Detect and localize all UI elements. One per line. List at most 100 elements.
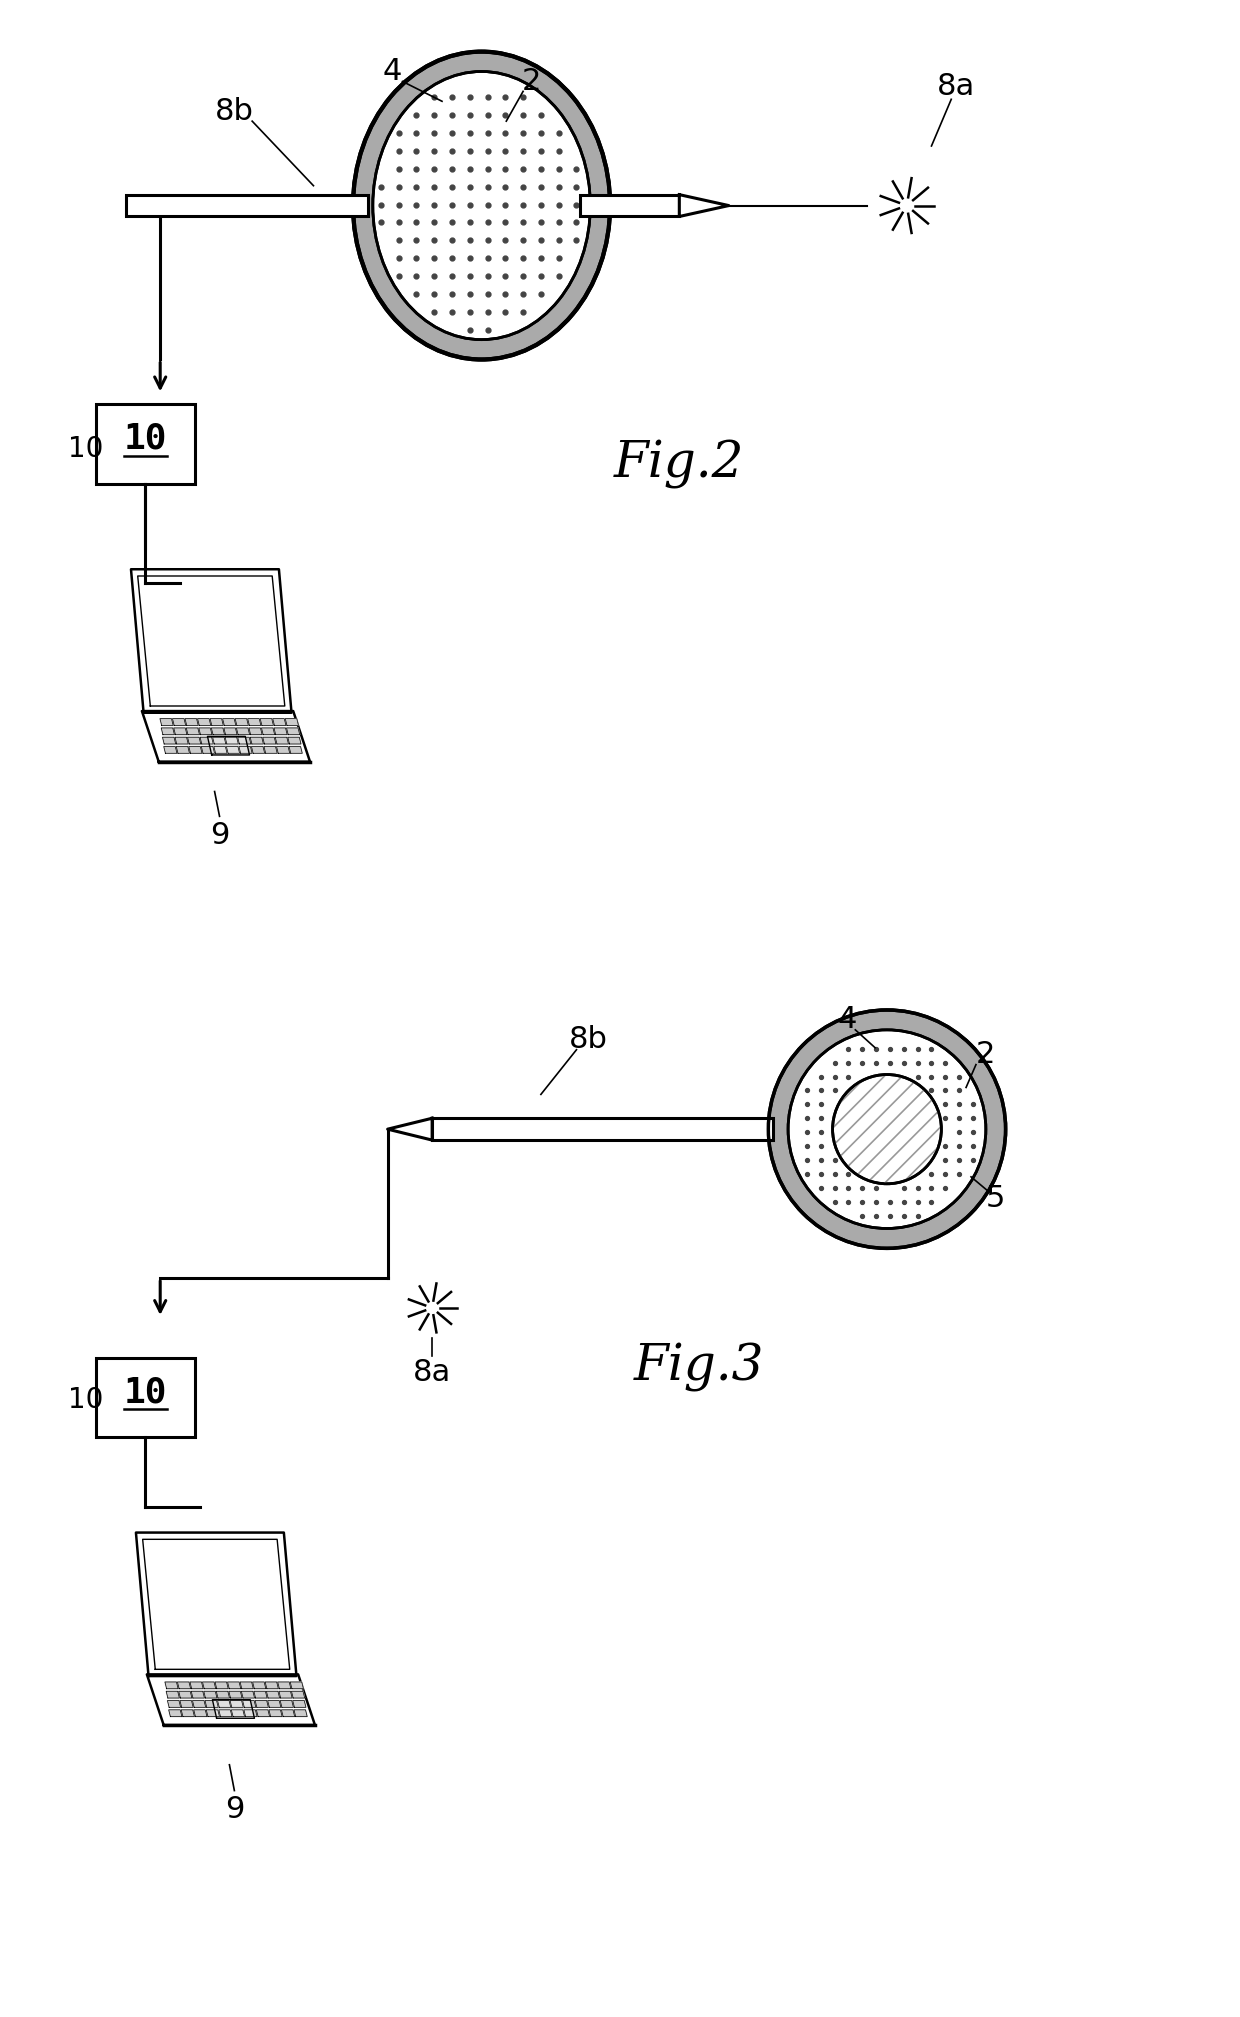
Polygon shape (188, 746, 202, 752)
Polygon shape (279, 1692, 293, 1698)
Polygon shape (190, 1682, 203, 1688)
Polygon shape (161, 728, 175, 734)
Polygon shape (267, 1692, 279, 1698)
Polygon shape (294, 1710, 308, 1716)
Text: 10: 10 (124, 1376, 167, 1410)
Polygon shape (262, 728, 275, 734)
Bar (125, 196, 368, 216)
Text: 5: 5 (986, 1184, 1006, 1212)
Polygon shape (248, 718, 260, 726)
Polygon shape (229, 1692, 242, 1698)
Polygon shape (202, 1682, 216, 1688)
Text: 8b: 8b (215, 97, 254, 125)
Text: 10: 10 (68, 436, 104, 462)
Text: 4: 4 (383, 56, 402, 87)
Polygon shape (211, 728, 224, 734)
Bar (95, 403, 195, 484)
Polygon shape (201, 746, 215, 752)
Polygon shape (226, 738, 238, 744)
Polygon shape (264, 746, 278, 752)
Polygon shape (200, 738, 213, 744)
Bar (95, 1357, 195, 1436)
Text: 4: 4 (838, 1004, 857, 1035)
Polygon shape (254, 1692, 267, 1698)
Polygon shape (293, 1700, 306, 1706)
Polygon shape (180, 1700, 193, 1706)
Polygon shape (212, 738, 226, 744)
Text: Fig.3: Fig.3 (634, 1343, 764, 1392)
Polygon shape (278, 1682, 291, 1688)
Polygon shape (160, 718, 174, 726)
Ellipse shape (789, 1031, 986, 1228)
Ellipse shape (373, 71, 590, 339)
Polygon shape (185, 718, 198, 726)
Polygon shape (206, 1710, 219, 1716)
Polygon shape (237, 728, 249, 734)
Polygon shape (162, 738, 176, 744)
Polygon shape (277, 746, 290, 752)
Polygon shape (281, 1710, 295, 1716)
Polygon shape (243, 1700, 255, 1706)
Polygon shape (187, 738, 201, 744)
Polygon shape (236, 718, 248, 726)
Polygon shape (175, 738, 188, 744)
Text: Fig.2: Fig.2 (614, 440, 744, 488)
Polygon shape (136, 1533, 296, 1676)
Polygon shape (291, 1692, 305, 1698)
Text: 8a: 8a (937, 73, 976, 101)
Polygon shape (268, 1700, 281, 1706)
Polygon shape (176, 746, 190, 752)
Polygon shape (172, 718, 186, 726)
Polygon shape (167, 1700, 181, 1706)
Polygon shape (223, 718, 236, 726)
Polygon shape (231, 1700, 243, 1706)
Polygon shape (216, 1692, 229, 1698)
Bar (432, 1117, 774, 1140)
Polygon shape (238, 738, 250, 744)
Polygon shape (227, 746, 239, 752)
Polygon shape (253, 1682, 265, 1688)
Polygon shape (289, 746, 303, 752)
Polygon shape (285, 718, 299, 726)
Polygon shape (680, 196, 729, 216)
Text: 9: 9 (224, 1795, 244, 1823)
Text: 8b: 8b (569, 1025, 608, 1055)
Polygon shape (192, 1700, 206, 1706)
Ellipse shape (832, 1075, 941, 1184)
Polygon shape (186, 728, 200, 734)
Polygon shape (181, 1710, 195, 1716)
Polygon shape (244, 1710, 257, 1716)
Polygon shape (210, 718, 223, 726)
Polygon shape (263, 738, 277, 744)
Polygon shape (232, 1710, 244, 1716)
Polygon shape (275, 738, 289, 744)
Polygon shape (217, 1700, 231, 1706)
Polygon shape (252, 746, 264, 752)
Polygon shape (213, 746, 227, 752)
Polygon shape (169, 1710, 182, 1716)
Polygon shape (177, 1682, 191, 1688)
Ellipse shape (353, 52, 610, 359)
Polygon shape (269, 1710, 283, 1716)
Text: 2: 2 (521, 67, 541, 97)
Polygon shape (286, 728, 300, 734)
Polygon shape (239, 746, 252, 752)
Text: 10: 10 (124, 422, 167, 456)
Text: 9: 9 (210, 821, 229, 851)
Polygon shape (265, 1682, 278, 1688)
Polygon shape (131, 569, 291, 712)
Polygon shape (141, 712, 310, 762)
Polygon shape (224, 728, 237, 734)
Polygon shape (166, 1692, 180, 1698)
Polygon shape (212, 1700, 254, 1718)
Text: 8a: 8a (413, 1357, 451, 1388)
Text: 2: 2 (976, 1041, 996, 1069)
Polygon shape (228, 1682, 241, 1688)
Polygon shape (255, 1700, 268, 1706)
Polygon shape (191, 1692, 205, 1698)
Polygon shape (249, 728, 262, 734)
Polygon shape (205, 1700, 218, 1706)
Polygon shape (164, 746, 177, 752)
Bar (580, 196, 680, 216)
Polygon shape (241, 1682, 253, 1688)
